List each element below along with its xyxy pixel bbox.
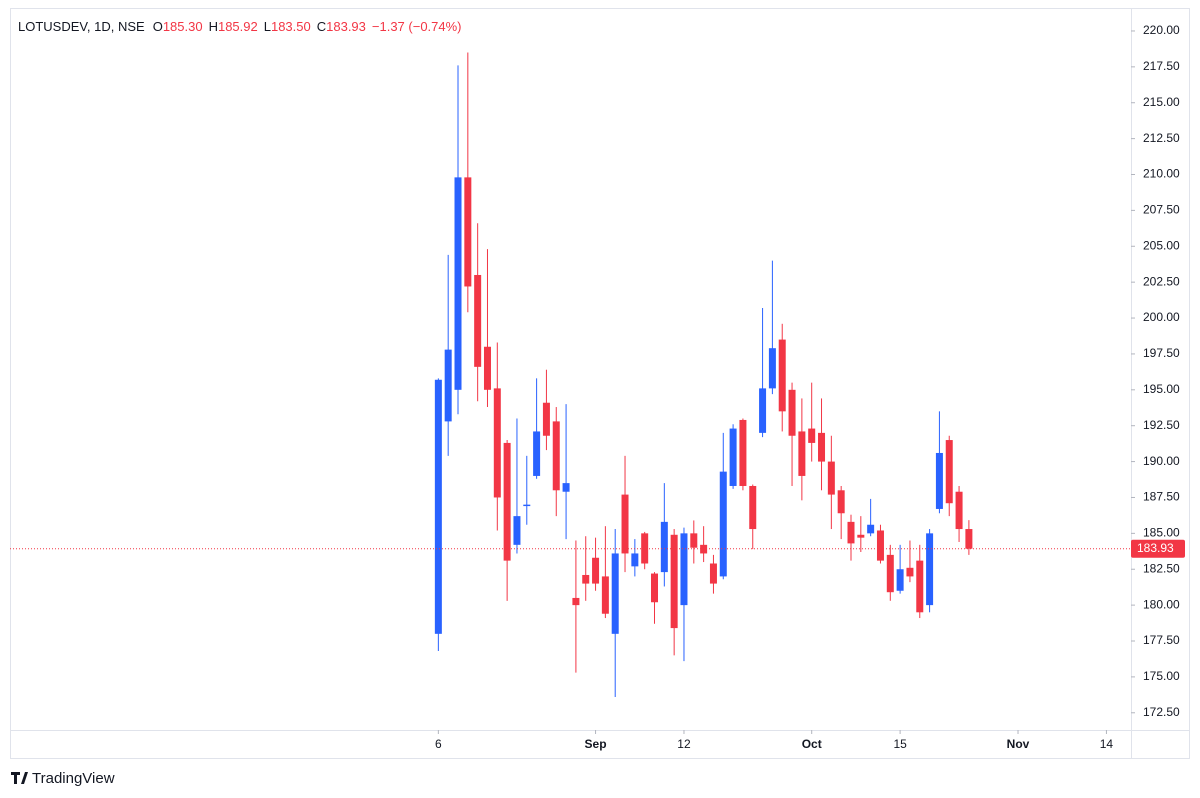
candle-body [709,563,717,584]
candle-body [483,346,491,390]
candle-body [641,533,649,564]
candle-body [464,177,472,287]
candle-body [631,553,639,567]
legend-header: LOTUSDEV, 1D, NSE O185.30 H185.92 L183.50 C1… [18,19,462,34]
candle-body [611,553,619,634]
candle-body [906,567,914,577]
y-tick-label: 207.50 [1143,203,1180,217]
y-tick-label: 200.00 [1143,310,1180,324]
candle-body [592,557,600,584]
candle-body [808,428,816,443]
y-tick-label: 217.50 [1143,59,1180,73]
candle-body [513,516,521,545]
x-tick-label: 15 [893,737,907,751]
candle-body [926,533,934,606]
x-tick-label: 12 [677,737,691,751]
candle-body [660,521,668,573]
brand-logo: TradingView [11,770,115,787]
y-tick-label: 205.00 [1143,238,1180,252]
candle-body [945,440,953,504]
candle-body [670,534,678,629]
candle-body [876,530,884,561]
candle-body [886,554,894,593]
candle-body [896,569,904,591]
candle-body [739,419,747,486]
candle-body [719,471,727,577]
y-tick-label: 172.50 [1143,705,1180,719]
y-tick-label: 197.50 [1143,346,1180,360]
field-label: O [153,19,163,34]
last-price-label: 183.93 [1137,541,1174,555]
candle-body [867,524,875,534]
y-tick-label: 192.50 [1143,418,1180,432]
chart-frame [10,8,1190,759]
candle-body [690,533,698,548]
y-tick-label: 175.00 [1143,669,1180,683]
candle-body [935,452,943,509]
candle-body [542,402,550,436]
candle-body [768,348,776,389]
field-label: H [209,19,218,34]
candle-body [621,494,629,554]
field-label: L [264,19,271,34]
candle-body [533,431,541,476]
y-tick-label: 215.00 [1143,95,1180,109]
candle-body [788,389,796,436]
candle-body [651,573,659,603]
candle-body [601,576,609,614]
candle-body [572,597,580,606]
field-value: 183.50 [271,19,311,34]
candle-body [818,432,826,462]
candle-body [837,490,845,514]
candle-body [552,421,560,491]
candle-body [562,483,570,492]
y-tick-label: 220.00 [1143,23,1180,37]
y-tick-label: 177.50 [1143,633,1180,647]
candle-body [847,521,855,544]
brand-name: TradingView [32,770,115,787]
y-tick-label: 185.00 [1143,526,1180,540]
candle-body [493,388,501,498]
candle-body [503,442,511,561]
candle-body [857,534,865,538]
candle-body [749,485,757,530]
candle-body [955,491,963,530]
candle-body [444,349,452,422]
candle-body [759,388,767,433]
x-tick-label: 14 [1100,737,1114,751]
x-tick-label: Sep [585,737,607,751]
change: −1.37 (−0.74%) [372,19,462,34]
candle-body [916,560,924,613]
y-tick-label: 180.00 [1143,597,1180,611]
y-tick-label: 187.50 [1143,490,1180,504]
y-tick-label: 212.50 [1143,131,1180,145]
y-tick-label: 182.50 [1143,561,1180,575]
brand-icon [11,772,28,784]
symbol: LOTUSDEV, 1D, NSE [18,19,145,34]
x-tick-label: 6 [435,737,442,751]
candle-body [582,574,590,584]
y-tick-label: 190.00 [1143,454,1180,468]
candle-body [778,339,786,412]
candle-body [798,431,806,476]
y-tick-label: 202.50 [1143,274,1180,288]
field-label: C [317,19,326,34]
candle-body [827,461,835,495]
candle-body [434,379,442,634]
last-price-box [1131,539,1185,558]
x-tick-label: Nov [1007,737,1030,751]
candle-body [454,177,462,390]
candle-body [523,504,531,507]
candle-body [474,274,482,367]
candle-body [965,529,973,549]
x-tick-label: Oct [802,737,822,751]
field-value: 185.30 [163,19,203,34]
field-value: 183.93 [326,19,366,34]
y-tick-label: 210.00 [1143,167,1180,181]
field-value: 185.92 [218,19,258,34]
candle-body [680,533,688,606]
y-tick-label: 195.00 [1143,382,1180,396]
candle-body [729,428,737,486]
